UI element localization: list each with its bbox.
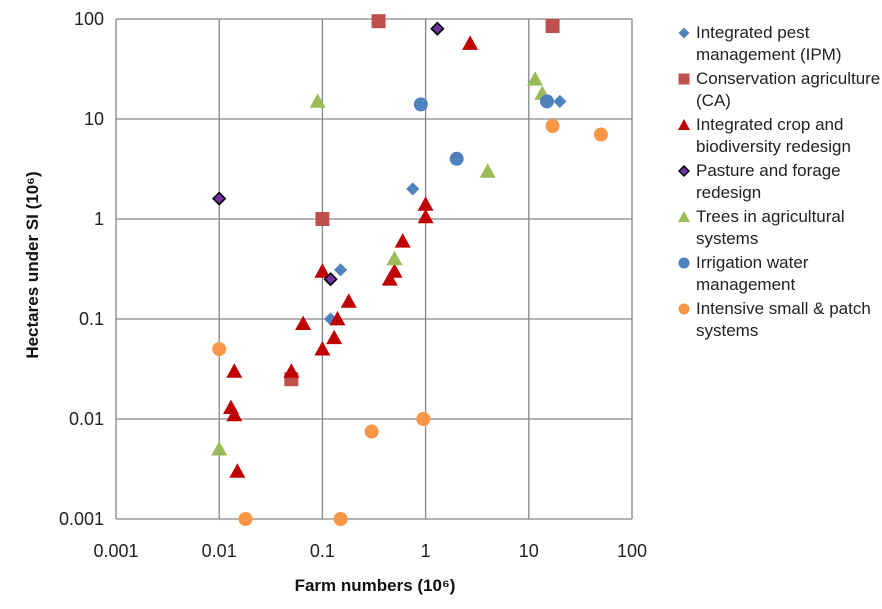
data-point (333, 512, 348, 526)
grid-lines (115, 18, 633, 520)
series-2 (222, 35, 479, 478)
data-point (417, 196, 434, 211)
series-6 (212, 119, 608, 526)
legend-marker-shape (678, 257, 690, 269)
legend-label: Integrated pest management (IPM) (696, 23, 842, 64)
data-point (323, 272, 338, 287)
y-tick-label: 1 (94, 209, 104, 229)
data-point (545, 19, 560, 34)
series-3 (212, 21, 445, 287)
data-point (314, 341, 331, 356)
x-tick-label: 1 (421, 541, 431, 561)
data-point (283, 363, 300, 378)
data-point (340, 293, 357, 308)
data-point (364, 424, 379, 439)
y-tick-label: 100 (74, 9, 104, 29)
legend-marker (678, 303, 690, 315)
x-axis-title: Farm numbers (10⁶) (295, 576, 456, 595)
data-point (309, 93, 326, 108)
legend-marker-shape (678, 165, 690, 177)
y-tick-label: 0.001 (59, 509, 104, 529)
data-point (315, 212, 330, 226)
data-point (212, 191, 227, 206)
x-tick-label: 10 (519, 541, 539, 561)
y-tick-label: 10 (84, 109, 104, 129)
data-point (238, 512, 253, 526)
data-point (386, 250, 403, 266)
legend-marker-shape (678, 119, 690, 130)
legend-marker (678, 119, 690, 130)
legend-marker (678, 165, 690, 177)
data-point (539, 94, 554, 109)
series-0 (324, 94, 567, 326)
data-point (553, 94, 567, 108)
legend-marker-shape (678, 27, 690, 39)
legend-item: Conservation agriculture (CA) (677, 68, 882, 112)
data-point (226, 363, 243, 378)
data-point (416, 412, 431, 426)
legend-marker (678, 73, 690, 85)
data-point (212, 342, 227, 357)
data-point (462, 35, 479, 50)
data-point (479, 163, 496, 178)
data-point (326, 329, 343, 345)
legend-item: Integrated pest management (IPM) (677, 22, 882, 66)
data-point (413, 97, 428, 112)
legend-marker (678, 27, 690, 39)
legend-marker-shape (678, 211, 690, 222)
data-point (430, 21, 445, 36)
data-point (394, 233, 411, 248)
y-axis-title: Hectares under SI (10⁶) (23, 171, 42, 358)
data-point (211, 441, 228, 456)
data-point (295, 315, 312, 330)
data-point (449, 151, 464, 166)
legend: Integrated pest management (IPM) Conserva… (677, 22, 882, 344)
legend-marker (678, 257, 690, 269)
legend-marker-shape (678, 73, 690, 85)
data-point (226, 406, 243, 422)
series-4 (211, 71, 551, 456)
data-point (406, 182, 420, 196)
x-tick-label: 0.001 (93, 541, 138, 561)
legend-item: Pasture and forage redesign (677, 160, 882, 204)
legend-item: Trees in agricultural systems (677, 206, 882, 250)
y-tick-label: 0.1 (79, 309, 104, 329)
data-point (314, 263, 331, 278)
legend-marker (678, 211, 690, 222)
legend-label: Integrated crop and biodiversity redesig… (696, 115, 851, 156)
legend-label: Intensive small & patch systems (696, 299, 871, 340)
x-tick-label: 100 (617, 541, 647, 561)
legend-item: Intensive small & patch systems (677, 298, 882, 342)
legend-label: Pasture and forage redesign (696, 161, 841, 202)
data-point (371, 14, 386, 29)
data-point (417, 208, 434, 224)
legend-label: Irrigation water management (696, 253, 809, 294)
x-axis-ticks: 0.001 0.01 0.1 1 10 100 (93, 541, 647, 561)
data-point (329, 311, 346, 326)
data-point (381, 271, 398, 286)
y-axis-ticks: 0.001 0.01 0.1 1 10 100 (59, 9, 104, 529)
data-point (527, 71, 544, 86)
legend-label: Conservation agriculture (CA) (696, 69, 881, 110)
series-1 (284, 14, 560, 387)
data-point (334, 263, 348, 277)
legend-label: Trees in agricultural systems (696, 207, 845, 248)
x-tick-label: 0.1 (310, 541, 335, 561)
y-tick-label: 0.01 (69, 409, 104, 429)
series-5 (413, 94, 554, 166)
data-point (545, 119, 560, 134)
legend-item: Irrigation water management (677, 252, 882, 296)
legend-marker-shape (678, 303, 690, 315)
data-point (593, 127, 608, 142)
legend-item: Integrated crop and biodiversity redesig… (677, 114, 882, 158)
data-point (229, 463, 246, 478)
x-tick-label: 0.01 (202, 541, 237, 561)
data-points (211, 14, 608, 526)
